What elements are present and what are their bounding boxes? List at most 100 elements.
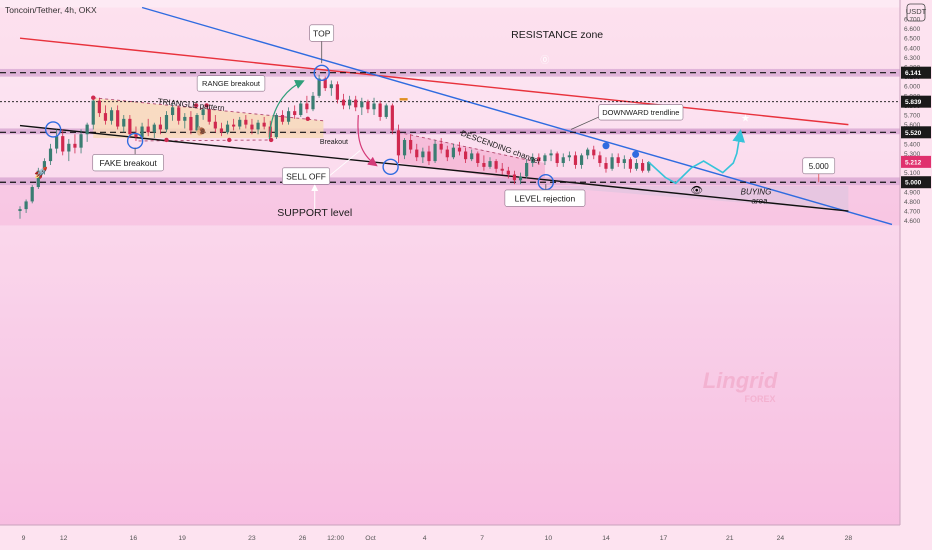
candle-body (232, 124, 236, 127)
candle (244, 115, 248, 129)
candle (482, 155, 486, 171)
candle (390, 103, 394, 135)
candle-body (171, 107, 175, 116)
candle-body (628, 159, 632, 169)
time-ticks: 9 12 16 19 23 26 12:00 Oct 4 7 10 14 17 21 24 28 (22, 535, 853, 542)
price-tick-label: 6.400 (904, 45, 921, 52)
candle (402, 138, 407, 160)
candle (586, 147, 590, 160)
time-tick-label: 26 (299, 535, 307, 542)
currency-label: USDT (906, 7, 927, 16)
price-tag-label: 5.520 (905, 130, 922, 137)
candle (384, 103, 388, 119)
candle-body (488, 161, 492, 167)
candle-body (250, 124, 254, 130)
candle-body (390, 105, 394, 131)
candle-body (293, 111, 297, 116)
candle (610, 153, 614, 171)
range-breakout-arrow (268, 80, 305, 140)
candle (335, 81, 340, 104)
candle (280, 110, 285, 125)
time-tick-label: 10 (545, 535, 553, 542)
star-icon: ★ (741, 114, 750, 125)
candle-body (579, 155, 584, 165)
candle (225, 120, 230, 135)
candle (183, 113, 187, 129)
target-box-label: 5.000 (802, 157, 836, 175)
sell-off-label-box (282, 167, 331, 185)
candle (354, 95, 358, 112)
downward-trendline-pointer-line (570, 116, 600, 130)
price-axis-background (900, 0, 932, 525)
candle-body (567, 155, 571, 158)
candle (238, 116, 242, 130)
candle (128, 115, 132, 139)
pattern-dot (91, 95, 96, 100)
annotation-overlays: 🚀 🐌 👁 ★ ⓪ ▬ (34, 41, 820, 212)
candle (433, 139, 437, 164)
downward-trendline-label: DOWNWARD trendline (598, 104, 684, 121)
candle-body (103, 113, 108, 121)
candle-body (207, 109, 211, 122)
candle-body (512, 174, 517, 181)
candle-body (134, 134, 138, 138)
candle-body (122, 118, 126, 127)
mid-zone (0, 128, 900, 135)
candle-body (24, 201, 28, 210)
candle-body (140, 126, 144, 138)
candle-body (158, 124, 162, 130)
triangle-upper-edge (93, 97, 324, 122)
target-box-label-text: 5.000 (809, 162, 830, 171)
candle-body (463, 151, 468, 160)
pattern-dot (204, 103, 209, 108)
projection-path (648, 129, 746, 185)
candle (543, 153, 547, 165)
price-tag-box (901, 66, 931, 79)
candle-body (366, 101, 370, 110)
resistance-zone-label-text: RESISTANCE zone (511, 29, 603, 41)
candle (293, 105, 297, 119)
candle-body (439, 143, 443, 150)
sell-off-label: SELL OFF (282, 167, 331, 185)
range-breakout-label: RANGE breakout (196, 75, 266, 92)
candle (158, 116, 162, 135)
time-tick-label: 24 (777, 535, 785, 542)
candle (152, 122, 156, 139)
currency-icon[interactable] (906, 3, 926, 22)
candle (506, 166, 510, 179)
candle (213, 115, 217, 133)
candle (573, 151, 578, 169)
candle-body (354, 99, 358, 108)
candle-body (317, 78, 321, 96)
price-tag-label: 6.141 (905, 70, 922, 77)
level-rejection-label-text: LEVEL rejection (515, 193, 576, 203)
candle (317, 74, 321, 98)
candle (457, 141, 462, 156)
buying-area-shape (536, 186, 849, 212)
candle-body (18, 209, 22, 212)
candle (79, 129, 83, 154)
candle (97, 97, 101, 117)
candle-body (378, 103, 382, 117)
price-tag-box (901, 155, 931, 168)
symbol-title: Toncoin/Tether, 4h, OKX (5, 5, 97, 15)
price-tick-label: 5.700 (904, 113, 921, 120)
candle (232, 118, 236, 131)
candle-body (189, 116, 193, 131)
candle-body (634, 163, 639, 169)
red-resistance-line (19, 37, 849, 126)
price-tag-box (901, 176, 931, 189)
candle-body (256, 122, 260, 130)
buying-area-2-label: area (751, 196, 768, 205)
candle-body (201, 109, 205, 116)
candle-body (299, 103, 303, 116)
candle-body (109, 110, 114, 121)
eye-icon: 👁 (690, 186, 703, 197)
candle-body (30, 187, 34, 202)
candle (567, 151, 571, 162)
candle-body (262, 122, 266, 127)
candle-body (61, 136, 65, 152)
pattern-dot (164, 137, 169, 143)
candle-body (451, 147, 455, 158)
